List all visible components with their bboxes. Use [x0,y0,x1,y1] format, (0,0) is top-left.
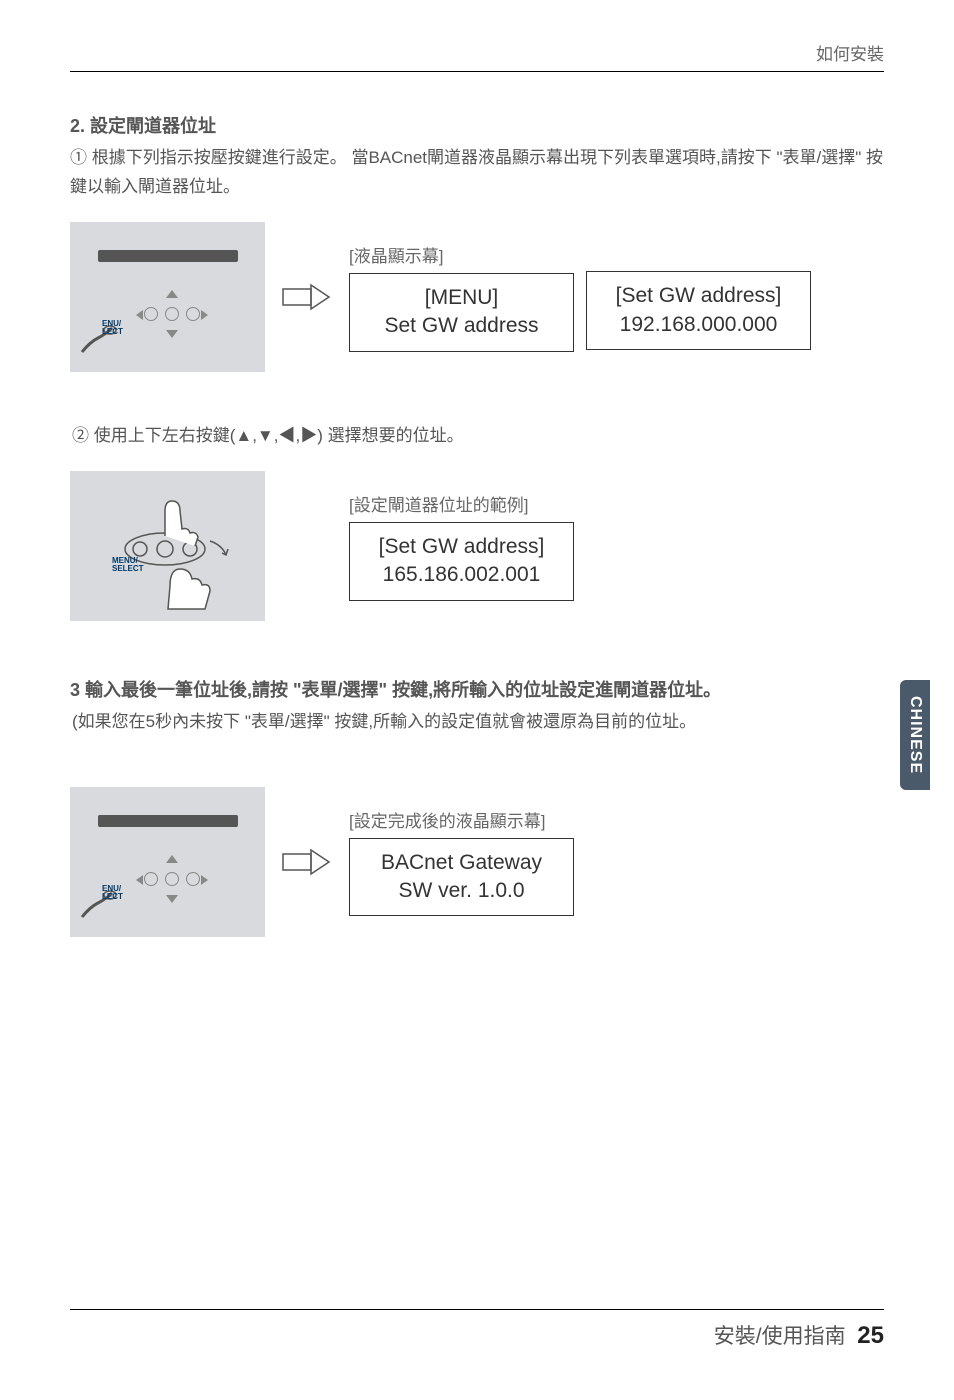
done-label: [設定完成後的液晶顯示幕] [349,807,574,832]
lcd-done-box: BACnet Gateway SW ver. 1.0.0 [349,838,574,917]
lcd-done-title: BACnet Gateway [372,849,551,877]
lcd-menu-title: [MENU] [372,284,551,312]
lcd-example-title: [Set GW address] [372,533,551,561]
lcd-menu-box: [MENU] Set GW address [349,273,574,352]
device-illustration-3: ENU/ LECT [70,787,265,937]
step3-title: 3 輸入最後一筆位址後,請按 "表單/選擇" 按鍵,將所輸入的位址設定進閘道器位… [70,676,884,702]
lcd-setgw-value: 192.168.000.000 [609,311,788,339]
language-tab: CHINESE [900,680,930,790]
step-arrows-row: MENU/ SELECT [設定閘道器位址的範例] [Set GW addres… [70,471,884,621]
step3-row: ENU/ LECT [設定完成後的液晶顯示幕] BACnet Gateway S… [70,787,884,937]
example-label: [設定閘道器位址的範例] [349,491,574,516]
device-finger-illustration: MENU/ SELECT [70,471,265,621]
lcd-label: [液晶顯示幕] [349,242,574,267]
device-illustration: ENU/ LECT [70,222,265,372]
step2-row: ENU/ LECT [液晶顯示幕] [MENU] Set GW address … [70,222,884,372]
arrow-icon [277,275,337,319]
device-menu-label-3: ENU/ LECT [102,885,123,901]
header-section-label: 如何安裝 [70,40,884,65]
lcd-example-value: 165.186.002.001 [372,561,551,589]
step3-note: (如果您在5秒內未按下 "表單/選擇" 按鍵,所輸入的設定值就會被還原為目前的位… [70,708,884,737]
footer: 安裝/使用指南 25 [70,1309,884,1350]
lcd-menu-line: Set GW address [372,312,551,340]
step2-title: 2. 設定閘道器位址 [70,112,884,138]
finger-press-icon [110,491,240,611]
page-number: 25 [857,1322,884,1349]
lcd-setgw-title: [Set GW address] [609,282,788,310]
lcd-setgw-box: [Set GW address] 192.168.000.000 [586,271,811,350]
device-menu-label: ENU/ LECT [102,320,123,336]
footer-guide-text: 安裝/使用指南 [714,1325,846,1348]
header-rule [70,71,884,72]
arrow-icon-3 [277,840,337,884]
step2-instruction: ① 根據下列指示按壓按鍵進行設定。 當BACnet閘道器液晶顯示幕出現下列表單選… [70,144,884,202]
lcd-done-value: SW ver. 1.0.0 [372,877,551,905]
lcd-example-box: [Set GW address] 165.186.002.001 [349,522,574,601]
device-menu-label-2: MENU/ SELECT [112,557,144,573]
step-arrows-instruction: ② 使用上下左右按鍵(▲,▼,◀,▶) 選擇想要的位址。 [70,422,884,451]
